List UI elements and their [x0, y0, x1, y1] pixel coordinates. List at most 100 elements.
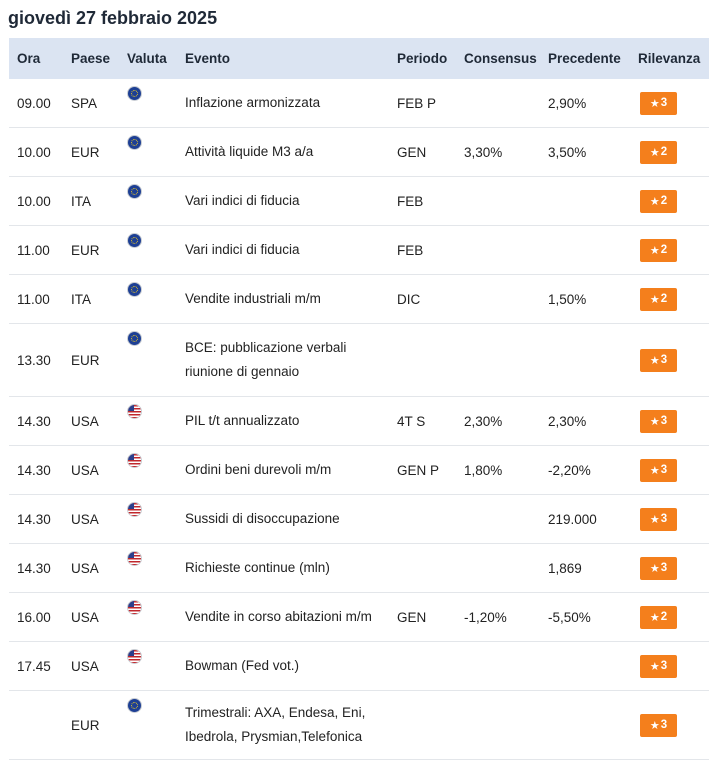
- cell-paese: USA: [63, 641, 119, 691]
- cell-periodo: [389, 494, 456, 544]
- cell-consensus: 1,80%: [456, 445, 540, 495]
- cell-rilevanza: ★ 2: [630, 127, 709, 177]
- table-header: Ora Paese Valuta Evento Periodo Consensu…: [9, 38, 709, 79]
- cell-precedente: 3,50%: [540, 127, 630, 177]
- cell-valuta: [119, 176, 177, 226]
- relevance-badge: ★ 2: [640, 189, 677, 213]
- cell-periodo: GEN: [389, 592, 456, 642]
- cell-consensus: [456, 494, 540, 544]
- relevance-value: 3: [660, 660, 668, 672]
- cell-consensus: 3,30%: [456, 127, 540, 177]
- page-title: giovedì 27 febbraio 2025: [8, 8, 218, 28]
- cell-valuta: [119, 445, 177, 495]
- us-flag-icon: [128, 503, 141, 516]
- event-line-1: Attività liquide M3 a/a: [185, 144, 314, 159]
- cell-evento: Vari indici di fiducia: [177, 176, 389, 226]
- star-icon: ★: [649, 660, 660, 673]
- cell-periodo: FEB: [389, 176, 456, 226]
- cell-evento: Sussidi di disoccupazione: [177, 494, 389, 544]
- event-line-2: riunione di gennaio: [185, 364, 300, 379]
- event-line-1: Vendite industriali m/m: [185, 291, 321, 306]
- relevance-badge: ★ 3: [640, 91, 677, 115]
- table-row: 11.00 ITA Vendite industriali m/m DIC 1,50% ★…: [9, 274, 709, 324]
- table-row: 13.30 EUR BCE: pubblicazione verbali riunio…: [9, 323, 709, 397]
- eu-flag-icon: [128, 283, 141, 296]
- cell-valuta: [119, 225, 177, 275]
- cell-precedente: [540, 690, 630, 760]
- star-icon: ★: [649, 464, 660, 477]
- header-valuta: Valuta: [119, 38, 177, 79]
- cell-evento: BCE: pubblicazione verbali riunione di ge…: [177, 323, 389, 397]
- cell-ora: 13.30: [9, 323, 63, 397]
- event-line-1: Vari indici di fiducia: [185, 242, 300, 257]
- table-row: 17.45 USA Bowman (Fed vot.) ★ 3: [9, 641, 709, 691]
- relevance-badge: ★ 3: [640, 713, 677, 737]
- cell-ora: 11.00: [9, 274, 63, 324]
- cell-rilevanza: ★ 3: [630, 690, 709, 760]
- cell-consensus: [456, 641, 540, 691]
- table-row: 10.00 ITA Vari indici di fiducia FEB ★ 2: [9, 176, 709, 226]
- relevance-value: 2: [660, 195, 668, 207]
- cell-precedente: -2,20%: [540, 445, 630, 495]
- cell-valuta: [119, 641, 177, 691]
- relevance-value: 3: [660, 97, 668, 109]
- table-row: 09.00 SPA Inflazione armonizzata FEB P 2,90%…: [9, 79, 709, 128]
- relevance-value: 2: [660, 244, 668, 256]
- cell-paese: EUR: [63, 323, 119, 397]
- star-icon: ★: [649, 244, 660, 257]
- event-line-1: Vendite in corso abitazioni m/m: [185, 609, 372, 624]
- cell-ora: 14.30: [9, 445, 63, 495]
- us-flag-icon: [128, 552, 141, 565]
- relevance-value: 3: [660, 464, 668, 476]
- cell-rilevanza: ★ 3: [630, 445, 709, 495]
- cell-periodo: GEN: [389, 127, 456, 177]
- cell-consensus: -1,20%: [456, 592, 540, 642]
- relevance-badge: ★ 2: [640, 605, 677, 629]
- cell-ora: 16.00: [9, 592, 63, 642]
- table-row: 11.00 EUR Vari indici di fiducia FEB ★ 2: [9, 225, 709, 275]
- cell-periodo: [389, 690, 456, 760]
- star-icon: ★: [649, 97, 660, 110]
- cell-ora: 14.30: [9, 396, 63, 446]
- us-flag-icon: [128, 454, 141, 467]
- cell-ora: [9, 690, 63, 760]
- table-row: 14.30 USA Ordini beni durevoli m/m GEN P 1,8…: [9, 445, 709, 495]
- relevance-badge: ★ 3: [640, 507, 677, 531]
- cell-valuta: [119, 396, 177, 446]
- cell-valuta: [119, 127, 177, 177]
- cell-ora: 09.00: [9, 79, 63, 128]
- cell-paese: USA: [63, 494, 119, 544]
- header-row: Ora Paese Valuta Evento Periodo Consensu…: [9, 38, 709, 79]
- eu-flag-icon: [128, 332, 141, 345]
- cell-periodo: [389, 543, 456, 593]
- cell-precedente: 2,90%: [540, 79, 630, 128]
- cell-precedente: -5,50%: [540, 592, 630, 642]
- cell-rilevanza: ★ 3: [630, 396, 709, 446]
- cell-rilevanza: ★ 3: [630, 323, 709, 397]
- relevance-value: 3: [660, 415, 668, 427]
- relevance-badge: ★ 2: [640, 238, 677, 262]
- cell-evento: Vari indici di fiducia: [177, 225, 389, 275]
- cell-evento: Vendite industriali m/m: [177, 274, 389, 324]
- relevance-badge: ★ 3: [640, 458, 677, 482]
- star-icon: ★: [649, 415, 660, 428]
- table-body: 09.00 SPA Inflazione armonizzata FEB P 2,90%…: [9, 79, 709, 760]
- cell-evento: Ordini beni durevoli m/m: [177, 445, 389, 495]
- cell-evento: Inflazione armonizzata: [177, 79, 389, 128]
- star-icon: ★: [649, 719, 660, 732]
- cell-periodo: FEB P: [389, 79, 456, 128]
- cell-precedente: [540, 176, 630, 226]
- cell-precedente: 2,30%: [540, 396, 630, 446]
- cell-precedente: [540, 323, 630, 397]
- cell-rilevanza: ★ 2: [630, 176, 709, 226]
- table-row: 14.30 USA Sussidi di disoccupazione 219.000…: [9, 494, 709, 544]
- header-precedente: Precedente: [540, 38, 630, 79]
- cell-precedente: [540, 641, 630, 691]
- cell-paese: EUR: [63, 127, 119, 177]
- cell-paese: ITA: [63, 176, 119, 226]
- table-row: 14.30 USA PIL t/t annualizzato 4T S 2,30% 2,3…: [9, 396, 709, 446]
- us-flag-icon: [128, 650, 141, 663]
- header-rilevanza: Rilevanza: [630, 38, 709, 79]
- cell-valuta: [119, 543, 177, 593]
- event-line-1: Sussidi di disoccupazione: [185, 511, 340, 526]
